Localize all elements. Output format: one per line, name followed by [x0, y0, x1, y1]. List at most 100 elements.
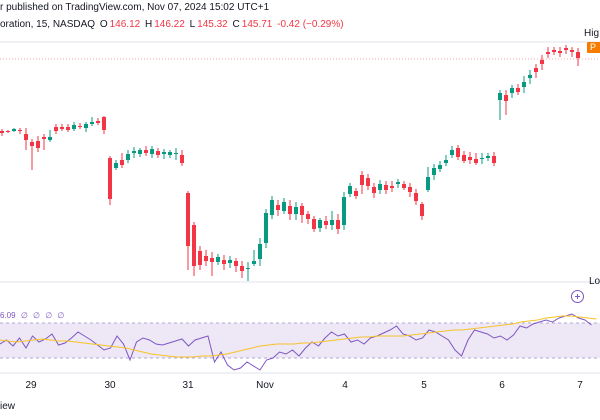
candle-body [414, 193, 418, 201]
candle-body [294, 207, 298, 214]
rsi-na-1: ∅ [20, 311, 28, 320]
high-label: H [144, 19, 153, 30]
add-indicator-icon[interactable] [571, 290, 584, 303]
candle-body [126, 154, 130, 160]
rsi-na-2: ∅ [33, 311, 40, 320]
candle-body [144, 150, 148, 153]
candle-body [216, 257, 220, 262]
candle-body [510, 88, 514, 93]
candle-body [474, 159, 478, 163]
candle-body [204, 256, 208, 261]
low-label: L [189, 19, 196, 30]
rsi-band [0, 323, 600, 358]
candle-body [402, 184, 406, 188]
x-tick-label: 6 [499, 380, 505, 391]
candle-body [120, 160, 124, 165]
candle-body [546, 52, 550, 54]
x-tick-label: 7 [577, 380, 583, 391]
candle-body [114, 163, 118, 168]
candle-body [276, 205, 280, 210]
candle-body [240, 266, 244, 271]
candle-body [408, 187, 412, 192]
candle-body [198, 251, 202, 265]
candle-body [354, 191, 358, 196]
rsi-na-4: ∅ [57, 311, 65, 320]
close-label: C [232, 19, 240, 30]
footer-text: iew [0, 401, 16, 412]
candle-body [450, 150, 454, 155]
candle-body [564, 48, 568, 50]
candle-body [138, 150, 142, 154]
candle-body [168, 152, 172, 155]
candle-body [570, 50, 574, 52]
candle-body [222, 260, 226, 264]
candle-body [342, 197, 346, 225]
low-value: 145.32 [197, 19, 228, 30]
candle-body [108, 158, 112, 199]
candle-body [462, 155, 466, 161]
candle-body [576, 52, 580, 58]
candle-body [36, 141, 40, 148]
candle-body [438, 165, 442, 169]
rsi-na-3: ∅ [45, 311, 53, 320]
candle-body [390, 186, 394, 188]
candle-body [150, 149, 154, 154]
candle-body [48, 137, 52, 140]
candle-body [66, 127, 70, 130]
candle-body [42, 137, 46, 139]
high-value: 146.22 [154, 19, 185, 30]
candle-body [330, 220, 334, 225]
candle-body [210, 258, 214, 262]
low-price-label: Lo [589, 276, 600, 287]
candle-body [0, 131, 4, 133]
candle-body [420, 204, 424, 216]
ohlc-line: oration, 15, NASDAQ O 146.12 H 146.22 L 145… [0, 19, 346, 30]
x-tick-label: 30 [104, 380, 116, 391]
candle-body [24, 134, 28, 140]
candle-body [378, 184, 382, 190]
candle-body [132, 151, 136, 153]
candle-body [444, 160, 448, 163]
candle-body [534, 68, 538, 72]
x-tick-label: 31 [182, 380, 194, 391]
x-tick-label: 5 [421, 380, 427, 391]
high-price-label: Hig [584, 28, 600, 39]
candle-body [552, 50, 556, 52]
candle-body [228, 260, 232, 263]
candle-body [396, 182, 400, 184]
candle-body [102, 117, 106, 130]
candle-body [336, 220, 340, 229]
candle-body [18, 130, 22, 131]
candle-body [372, 187, 376, 193]
rsi-line [0, 313, 592, 371]
candle-body [78, 126, 82, 127]
candle-body [192, 225, 196, 266]
candle-body [234, 261, 238, 266]
candle-body [174, 153, 178, 154]
candle-body [516, 88, 520, 92]
candle-body [270, 200, 274, 215]
published-line: r published on TradingView.com, Nov 07, … [0, 2, 270, 13]
candle-body [540, 60, 544, 64]
candle-body [258, 244, 262, 259]
candle-body [432, 168, 436, 175]
x-tick-label: Nov [256, 380, 274, 391]
candle-body [246, 268, 250, 269]
candle-body [360, 175, 364, 185]
candle-body [54, 127, 58, 131]
symbol-line[interactable]: oration, 15, NASDAQ [0, 19, 96, 30]
candle-body [558, 51, 562, 53]
candle-body [468, 157, 472, 160]
candle-body [522, 82, 526, 87]
candle-body [90, 122, 94, 124]
candle-body [348, 186, 352, 194]
rsi-ma-line [0, 315, 597, 358]
candle-body [60, 127, 64, 129]
candle-body [162, 152, 166, 154]
candle-body [480, 158, 484, 159]
change-value: -0.42 (−0.29%) [277, 19, 344, 30]
candle-body [426, 177, 430, 190]
candle-body [72, 125, 76, 129]
x-tick-label: 4 [342, 380, 348, 391]
